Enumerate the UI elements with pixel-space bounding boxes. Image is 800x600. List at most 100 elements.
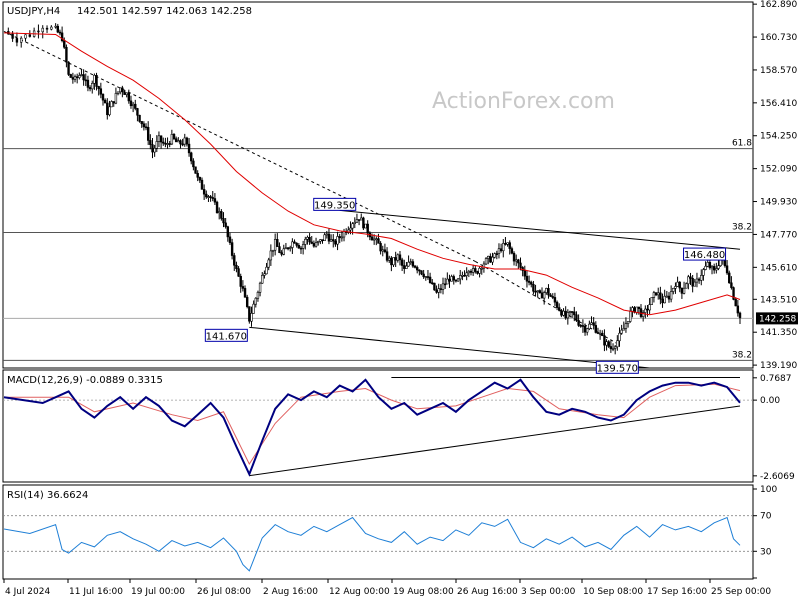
- candle-body: [405, 265, 408, 269]
- candle-body: [484, 258, 488, 265]
- candle-body: [179, 140, 182, 145]
- rsi-series-layer: [3, 515, 753, 572]
- candle-body: [86, 79, 90, 88]
- candle-body: [482, 263, 486, 269]
- candle-body: [321, 239, 324, 241]
- candle-body: [286, 247, 290, 250]
- candle-body: [586, 328, 589, 333]
- annotation-box-3: [683, 247, 727, 261]
- candle-body: [596, 332, 600, 334]
- candle-body: [338, 236, 341, 238]
- candle-body: [110, 101, 113, 108]
- candle-body: [407, 261, 410, 267]
- last-price-label: 142.258: [759, 314, 796, 324]
- candle-body: [706, 262, 709, 267]
- candle-body: [273, 239, 277, 251]
- candle-body: [140, 121, 143, 125]
- candle-body: [439, 288, 443, 290]
- candle-body: [332, 239, 335, 242]
- x-tick-label: 4 Jul 2024: [5, 587, 50, 597]
- candle-body: [241, 286, 245, 289]
- candle-body: [347, 229, 350, 233]
- candle-body: [116, 91, 120, 94]
- candle-body: [80, 74, 83, 76]
- candle-body: [252, 303, 255, 314]
- x-tick-label: 2 Aug 16:00: [263, 587, 318, 597]
- rsi-panel-frame: [2, 484, 754, 580]
- candle-body: [530, 282, 533, 285]
- candle-body: [514, 259, 518, 262]
- candle-body: [54, 25, 57, 28]
- candle-body: [545, 288, 548, 293]
- annotation-label-2: 139.570: [597, 363, 638, 374]
- candle-body: [271, 249, 275, 252]
- candle-body: [687, 276, 690, 285]
- x-tick-label: 12 Aug 00:00: [329, 587, 390, 597]
- candle-body: [400, 259, 404, 266]
- candle-body: [276, 239, 279, 247]
- candle-body: [41, 27, 44, 33]
- macd-label: MACD(12,26,9) -0.0889 0.3315: [7, 375, 163, 386]
- candle-body: [471, 268, 475, 273]
- candle-body: [209, 196, 212, 198]
- candle-body: [280, 252, 283, 255]
- x-tick-label: 26 Jul 08:00: [197, 587, 251, 597]
- candle-body: [284, 247, 288, 250]
- main-series-layer: 61.8 38.2 38.2 149.350 141.670 139.570 146.480: [3, 23, 753, 374]
- candle-body: [67, 61, 70, 75]
- candle-body: [336, 236, 339, 245]
- candle-body: [553, 297, 557, 303]
- candle-body: [245, 296, 249, 307]
- candle-body: [149, 140, 152, 145]
- candle-body: [691, 278, 694, 287]
- candle-body: [28, 34, 32, 37]
- candle-body: [24, 34, 27, 39]
- candle-body: [91, 83, 94, 90]
- candle-body: [360, 217, 363, 221]
- candle-body: [390, 257, 393, 266]
- candle-body: [398, 254, 402, 261]
- candle-body: [577, 320, 580, 326]
- macd-trendline: [249, 405, 741, 477]
- candle-body: [601, 332, 604, 336]
- candle-body: [364, 223, 367, 229]
- candle-body: [11, 33, 14, 39]
- candle-body: [75, 76, 79, 78]
- candle-body: [71, 77, 75, 80]
- candle-body: [293, 241, 296, 244]
- candle-body: [200, 179, 204, 190]
- candle-body: [413, 265, 417, 268]
- candle-body: [157, 135, 161, 142]
- candle-body: [144, 126, 148, 129]
- candle-body: [461, 275, 464, 277]
- candle-body: [93, 74, 96, 84]
- candle-body: [519, 262, 522, 268]
- candle-body: [613, 346, 617, 349]
- candle-body: [355, 219, 359, 223]
- last-price-badge: [756, 312, 798, 325]
- candle-body: [185, 137, 189, 145]
- candle-body: [555, 301, 559, 308]
- candle-body: [319, 239, 322, 242]
- candle-body: [385, 251, 389, 261]
- candle-body: [291, 241, 294, 248]
- candle-body: [684, 283, 688, 289]
- candle-body: [469, 270, 473, 273]
- macd-signal-line: [4, 383, 741, 466]
- candle-body: [166, 143, 169, 145]
- candle-body: [708, 262, 712, 269]
- candle-body: [218, 211, 221, 214]
- macd-y-tick-label: -2.6069: [760, 472, 795, 482]
- candle-body: [119, 87, 122, 93]
- candle-body: [495, 253, 499, 255]
- candle-body: [349, 227, 352, 231]
- candle-body: [108, 106, 111, 116]
- candle-body: [465, 272, 468, 276]
- x-tick-label: 25 Sep 00:00: [711, 587, 771, 597]
- candle-body: [560, 310, 563, 316]
- y-tick-label: 149.930: [760, 198, 797, 208]
- candle-body: [654, 292, 658, 296]
- candle-body: [123, 91, 126, 95]
- candle-body: [409, 261, 412, 263]
- candle-body: [162, 141, 165, 144]
